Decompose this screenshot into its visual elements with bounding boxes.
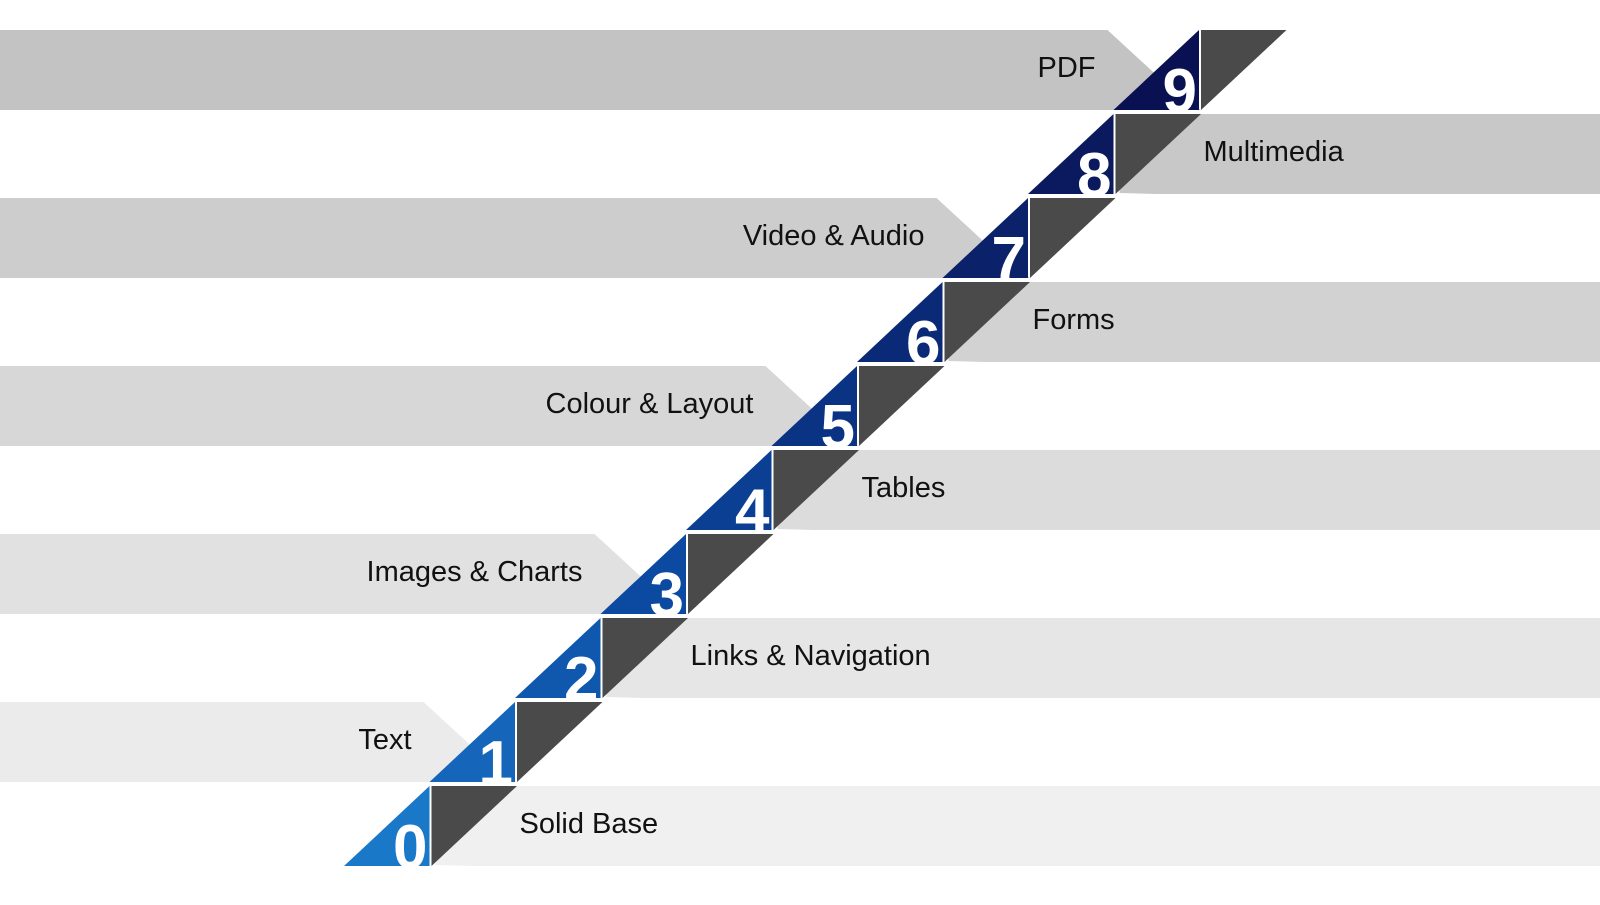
- step-0-label: Solid Base: [520, 810, 659, 839]
- step-5-dark-triangle: [859, 366, 945, 446]
- step-9-label: PDF: [1038, 54, 1096, 83]
- band-step-9: [0, 30, 1201, 110]
- step-0-number: 0: [393, 813, 427, 882]
- step-2-number: 2: [564, 645, 598, 714]
- step-3-dark-triangle: [688, 534, 774, 614]
- step-9-number: 9: [1163, 57, 1197, 126]
- step-6-label: Forms: [1033, 306, 1115, 335]
- step-7-dark-triangle: [1030, 198, 1116, 278]
- step-3-label: Images & Charts: [367, 558, 583, 587]
- step-6-number: 6: [906, 309, 940, 378]
- step-1-label: Text: [358, 726, 411, 755]
- step-4-number: 4: [735, 477, 770, 546]
- step-8-label: Multimedia: [1204, 138, 1344, 167]
- band-step-3: [0, 534, 688, 614]
- step-7-number: 7: [992, 225, 1026, 294]
- band-step-8: [1120, 114, 1600, 194]
- band-step-1: [0, 702, 517, 782]
- step-5-number: 5: [821, 393, 855, 462]
- step-1-number: 1: [479, 729, 513, 798]
- step-2-label: Links & Navigation: [691, 642, 931, 671]
- step-3-number: 3: [650, 561, 684, 630]
- step-9-dark-triangle: [1201, 30, 1287, 110]
- step-8-number: 8: [1077, 141, 1111, 210]
- step-4-label: Tables: [862, 474, 946, 503]
- step-5-label: Colour & Layout: [546, 390, 754, 419]
- step-1-dark-triangle: [517, 702, 603, 782]
- step-7-label: Video & Audio: [743, 222, 925, 251]
- band-layer: [0, 30, 1600, 866]
